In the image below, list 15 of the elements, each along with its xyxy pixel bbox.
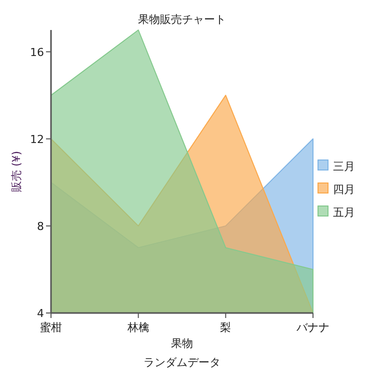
- legend-label: 五月: [333, 206, 355, 219]
- y-tick-label: 8: [37, 220, 44, 233]
- x-tick-label: バナナ: [296, 321, 330, 334]
- y-tick-label: 4: [37, 307, 44, 320]
- x-tick-label: 梨: [220, 321, 232, 334]
- x-tick-label: 林檎: [126, 321, 150, 334]
- text: ランダムデータ: [144, 356, 220, 369]
- legend-label: 四月: [333, 183, 355, 196]
- chart-title: 果物販売チャート: [138, 13, 226, 26]
- legend-label: 三月: [333, 160, 355, 173]
- y-axis-title: 販売 (¥): [10, 150, 23, 192]
- x-tick-label: 蜜柑: [40, 321, 62, 334]
- y-tick-label: 12: [30, 132, 44, 146]
- y-tick-label: 16: [30, 46, 44, 59]
- x-axis-title: 果物: [171, 337, 193, 350]
